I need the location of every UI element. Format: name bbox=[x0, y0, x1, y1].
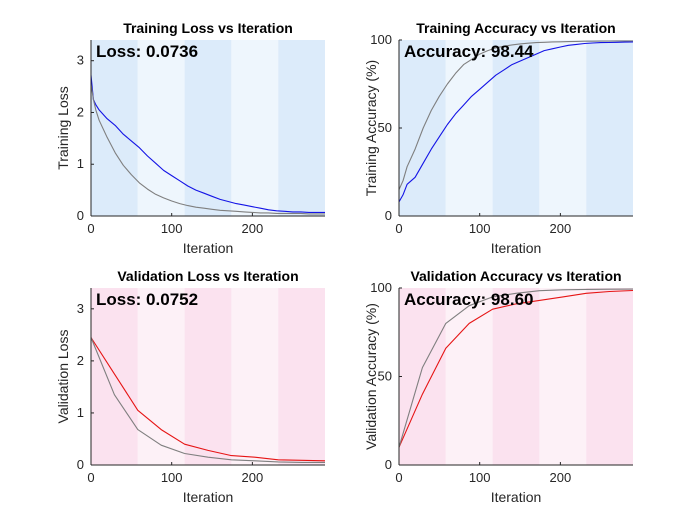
chart-title: Validation Loss vs Iteration bbox=[117, 268, 298, 284]
series-line-2 bbox=[398, 288, 634, 448]
y-tick-label: 0 bbox=[77, 457, 84, 472]
y-tick-label: 100 bbox=[370, 280, 392, 295]
series-line-1 bbox=[398, 41, 634, 203]
metric-readout: Accuracy: 98.44 bbox=[404, 42, 534, 61]
series-line-2 bbox=[90, 337, 325, 463]
epoch-band bbox=[137, 40, 185, 216]
y-axis-label: Training Accuracy (%) bbox=[363, 60, 379, 196]
epoch-band bbox=[586, 40, 633, 216]
y-tick-label: 3 bbox=[77, 301, 84, 316]
epoch-band bbox=[278, 288, 325, 465]
epoch-band bbox=[399, 288, 446, 465]
series-line-1 bbox=[398, 289, 634, 448]
chart-panel-1: 0 100 200 0 1 2 3 Training Loss vs Iteration Ite… bbox=[55, 20, 325, 256]
x-axis-label: Iteration bbox=[183, 240, 234, 256]
epoch-band bbox=[231, 40, 279, 216]
y-tick-label: 50 bbox=[378, 369, 392, 384]
series-line-1 bbox=[90, 75, 325, 213]
epoch-band bbox=[91, 40, 138, 216]
chart-panel-3: 0 100 200 0 1 2 3 Validation Loss vs Iteration I… bbox=[55, 268, 326, 505]
y-tick-label: 1 bbox=[77, 156, 84, 171]
chart-panel-4: 0 100 200 0 50 100 Validation Accuracy vs Iter… bbox=[363, 268, 634, 505]
metric-readout: Loss: 0.0736 bbox=[96, 42, 198, 61]
epoch-band bbox=[184, 40, 232, 216]
metric-readout: Accuracy: 98.60 bbox=[404, 290, 533, 309]
y-tick-label: 0 bbox=[385, 457, 392, 472]
chart-title: Training Accuracy vs Iteration bbox=[416, 20, 615, 36]
x-axis-label: Iteration bbox=[491, 489, 542, 505]
x-axis-label: Iteration bbox=[183, 489, 234, 505]
y-tick-label: 0 bbox=[77, 208, 84, 223]
epoch-band bbox=[492, 40, 540, 216]
x-tick-label: 0 bbox=[395, 221, 402, 236]
epoch-band bbox=[184, 288, 232, 465]
y-tick-label: 2 bbox=[77, 104, 84, 119]
y-tick-label: 50 bbox=[378, 120, 392, 135]
x-tick-label: 0 bbox=[87, 221, 94, 236]
x-tick-label: 200 bbox=[550, 470, 572, 485]
epoch-band bbox=[278, 40, 325, 216]
x-tick-label: 200 bbox=[550, 221, 572, 236]
epoch-band bbox=[492, 288, 540, 465]
epoch-band bbox=[231, 288, 279, 465]
y-axis-label: Validation Loss bbox=[55, 330, 71, 424]
epoch-band bbox=[539, 288, 587, 465]
series-line-2 bbox=[90, 83, 325, 215]
x-tick-label: 100 bbox=[161, 470, 183, 485]
epoch-band bbox=[445, 40, 493, 216]
y-tick-label: 3 bbox=[77, 53, 84, 68]
epoch-band bbox=[91, 288, 138, 465]
y-axis-label: Training Loss bbox=[55, 86, 71, 170]
x-axis-label: Iteration bbox=[491, 240, 542, 256]
epoch-band bbox=[399, 40, 446, 216]
x-tick-label: 200 bbox=[242, 221, 264, 236]
y-tick-label: 1 bbox=[77, 405, 84, 420]
metric-readout: Loss: 0.0752 bbox=[96, 290, 198, 309]
epoch-band bbox=[539, 40, 587, 216]
x-tick-label: 0 bbox=[395, 470, 402, 485]
x-tick-label: 100 bbox=[161, 221, 183, 236]
y-tick-label: 0 bbox=[385, 208, 392, 223]
epoch-band bbox=[137, 288, 185, 465]
chart-title: Validation Accuracy vs Iteration bbox=[410, 268, 621, 284]
y-tick-label: 2 bbox=[77, 353, 84, 368]
x-tick-label: 100 bbox=[469, 470, 491, 485]
y-tick-label: 100 bbox=[370, 32, 392, 47]
chart-title: Training Loss vs Iteration bbox=[123, 20, 293, 36]
chart-panel-2: 0 100 200 0 50 100 Training Accuracy vs Iterat… bbox=[363, 20, 634, 256]
x-tick-label: 0 bbox=[87, 470, 94, 485]
y-axis-label: Validation Accuracy (%) bbox=[363, 303, 379, 450]
x-tick-label: 200 bbox=[242, 470, 264, 485]
series-line-2 bbox=[398, 40, 633, 190]
x-tick-label: 100 bbox=[469, 221, 491, 236]
epoch-band bbox=[445, 288, 493, 465]
epoch-band bbox=[586, 288, 633, 465]
series-line-1 bbox=[90, 337, 326, 462]
